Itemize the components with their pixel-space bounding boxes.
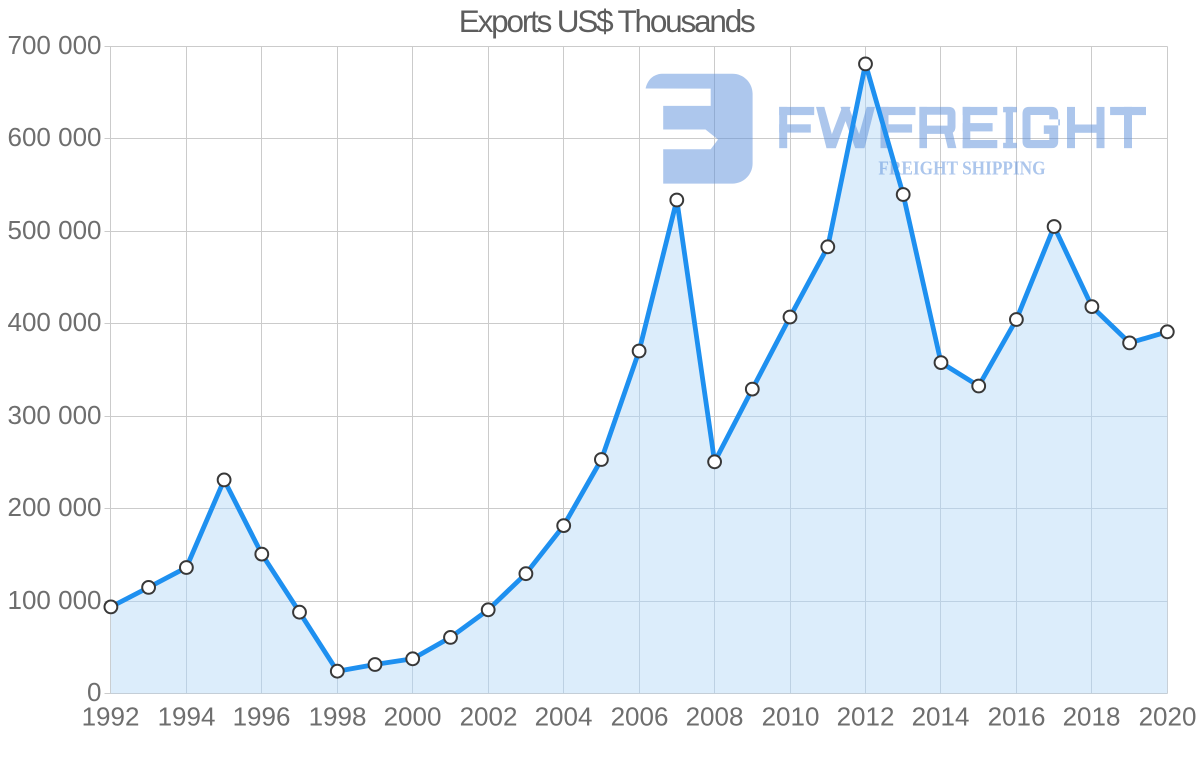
svg-text:1996: 1996: [233, 702, 291, 732]
svg-text:2000: 2000: [384, 702, 442, 732]
svg-text:2006: 2006: [611, 702, 669, 732]
svg-text:Exports US$ Thousands: Exports US$ Thousands: [459, 3, 756, 39]
svg-text:300 000: 300 000: [8, 400, 102, 430]
svg-text:1992: 1992: [82, 702, 140, 732]
svg-text:2020: 2020: [1139, 702, 1197, 732]
svg-text:100 000: 100 000: [8, 585, 102, 615]
svg-text:500 000: 500 000: [8, 215, 102, 245]
svg-text:2004: 2004: [535, 702, 593, 732]
svg-text:700 000: 700 000: [8, 30, 102, 60]
svg-text:600 000: 600 000: [8, 122, 102, 152]
svg-text:2002: 2002: [460, 702, 518, 732]
svg-text:2008: 2008: [686, 702, 744, 732]
svg-text:2014: 2014: [912, 702, 970, 732]
svg-text:1998: 1998: [309, 702, 367, 732]
svg-text:2010: 2010: [762, 702, 820, 732]
svg-text:2012: 2012: [837, 702, 895, 732]
svg-text:2016: 2016: [988, 702, 1046, 732]
svg-text:200 000: 200 000: [8, 492, 102, 522]
svg-text:FREIGHT SHIPPING: FREIGHT SHIPPING: [878, 159, 1045, 180]
svg-text:0: 0: [87, 677, 101, 707]
svg-text:1994: 1994: [158, 702, 216, 732]
svg-text:400 000: 400 000: [8, 307, 102, 337]
svg-text:2018: 2018: [1063, 702, 1121, 732]
